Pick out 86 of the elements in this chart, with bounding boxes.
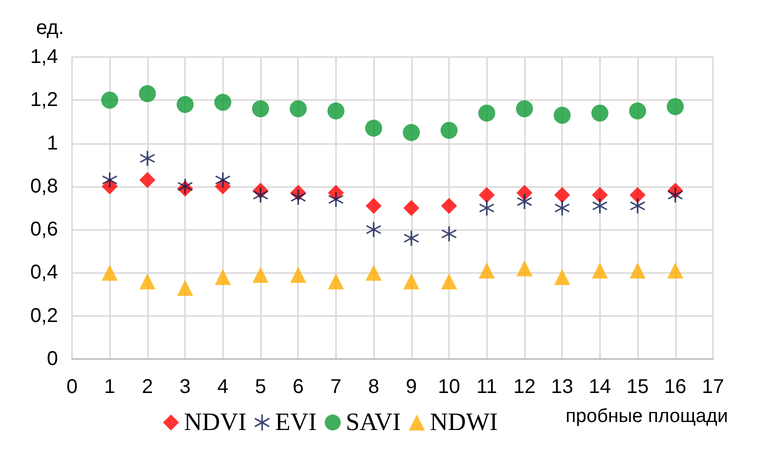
point [252,100,270,118]
legend-label: NDWI [430,409,498,436]
point [441,198,458,214]
point [252,266,269,283]
y-tick-label: 0,8 [30,175,58,198]
point [478,104,496,122]
point [592,198,608,214]
legend-label: NDVI [184,409,246,436]
x-tick-label: 6 [292,376,304,398]
x-tick-label: 14 [588,376,612,398]
x-tick-label: 16 [664,376,686,398]
point [290,100,307,118]
point [592,187,608,204]
y-tick-label: 0,6 [30,218,58,241]
point [554,269,570,286]
x-tick-label: 15 [626,376,649,398]
point [554,200,570,216]
point [253,188,268,203]
y-axis-title: ед. [36,17,64,39]
x-tick-label: 1 [104,376,116,398]
point [178,178,193,194]
point [404,230,419,246]
point [667,262,684,279]
point [177,280,194,296]
point [403,273,420,290]
point [554,187,570,204]
y-tick-label: 1,4 [30,46,58,68]
x-tick-label: 0 [66,376,78,398]
point [215,172,230,188]
x-tick-label: 2 [142,376,153,398]
y-tick-label: 1,2 [30,89,58,112]
legend-label: EVI [275,409,317,436]
y-tick-label: 0 [46,348,58,370]
point [366,264,382,281]
x-tick-label: 3 [180,376,191,398]
x-tick-label: 13 [551,376,574,398]
point [214,269,231,286]
x-tick-label: 5 [254,376,266,398]
x-tick-label: 12 [513,376,536,398]
point [176,96,194,113]
x-tick-label: 17 [702,376,724,398]
point [214,94,232,111]
point [366,198,382,214]
point [591,104,608,122]
point [102,172,118,188]
point [403,200,420,216]
point [366,222,382,238]
x-tick-label: 7 [330,376,342,398]
point [592,262,608,279]
point [666,98,684,116]
point [516,260,532,276]
point [630,187,646,204]
point [102,264,118,281]
y-tick-label: 0,4 [30,262,58,284]
point [138,85,156,102]
x-tick-label: 10 [438,376,460,398]
y-tick-label: 1 [46,132,58,154]
point [668,188,683,203]
point [630,198,646,214]
x-tick-label: 4 [217,376,228,398]
point [365,120,382,137]
point [554,106,571,124]
point [441,273,458,290]
point [629,102,646,120]
legend-label: SAVI [346,409,401,436]
point [402,124,420,141]
point [630,262,646,279]
point [290,266,306,283]
point [478,262,495,279]
point [440,122,458,139]
point [442,226,457,242]
x-tick-label: 9 [406,376,417,398]
x-tick-label: 11 [476,376,498,398]
point [327,102,344,120]
x-tick-label: 8 [368,376,380,398]
point [140,150,155,166]
point [479,200,494,216]
point [516,194,532,210]
point [516,100,533,118]
point [478,187,495,204]
point [101,92,118,109]
point [139,273,156,290]
y-tick-label: 0,2 [30,304,58,327]
point [328,273,344,290]
x-axis-title: пробные площади [566,406,728,427]
point [139,172,156,188]
